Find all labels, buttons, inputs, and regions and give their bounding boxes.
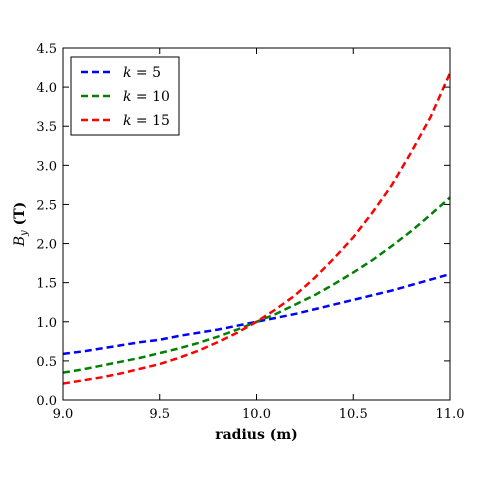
- x-tick-label: 10.5: [339, 407, 368, 422]
- y-tick-label: 3.0: [36, 159, 57, 174]
- plot-frame: [62, 47, 451, 401]
- legend-label-2-rest: = 10: [131, 89, 169, 105]
- y-tick-label: 2.5: [36, 198, 57, 213]
- legend-entry-1: k = 5: [81, 65, 161, 81]
- legend-label-2: k = 10: [123, 89, 170, 105]
- y-tick-label: 3.5: [36, 120, 57, 135]
- x-axis-label: radius (m): [215, 427, 298, 443]
- series-layer: [62, 72, 452, 385]
- legend-entry-3: k = 15: [81, 113, 170, 129]
- y-axis-label-sub: y: [19, 230, 30, 237]
- x-tick-label: 10.0: [242, 407, 271, 422]
- legend: k = 5 k = 10 k = 15: [70, 56, 180, 136]
- x-tick-label: 11.0: [436, 407, 465, 422]
- tick-label-layer: 9.0 9.5 10.0 10.5 11.0 0.0 0.5 1.0 1.5 2.0 2.5 3.0 3…: [36, 42, 464, 422]
- y-tick-label: 4.0: [36, 81, 57, 96]
- series-line-3: [62, 72, 452, 385]
- legend-label-3-var: k: [123, 113, 131, 129]
- y-tick-label: 1.0: [36, 316, 57, 331]
- y-tick-label: 2.0: [36, 238, 57, 253]
- x-tick-label: 9.5: [149, 407, 170, 422]
- y-tick-label: 4.5: [36, 42, 57, 57]
- legend-label-1: k = 5: [123, 65, 161, 81]
- y-axis-label-main: B: [12, 236, 28, 247]
- legend-entry-2: k = 10: [81, 89, 170, 105]
- y-axis-label: By (T): [12, 202, 30, 248]
- y-axis-label-unit: (T): [12, 202, 28, 231]
- legend-box: [70, 56, 180, 136]
- legend-label-3-rest: = 15: [131, 113, 169, 129]
- y-tick-label: 0.5: [36, 355, 57, 370]
- legend-label-2-var: k: [123, 89, 131, 105]
- legend-label-1-var: k: [123, 65, 131, 81]
- legend-label-1-rest: = 5: [131, 65, 161, 81]
- y-tick-label: 1.5: [36, 277, 57, 292]
- x-tick-label: 9.0: [53, 407, 74, 422]
- legend-label-3: k = 15: [123, 113, 170, 129]
- y-tick-label: 0.0: [36, 394, 57, 409]
